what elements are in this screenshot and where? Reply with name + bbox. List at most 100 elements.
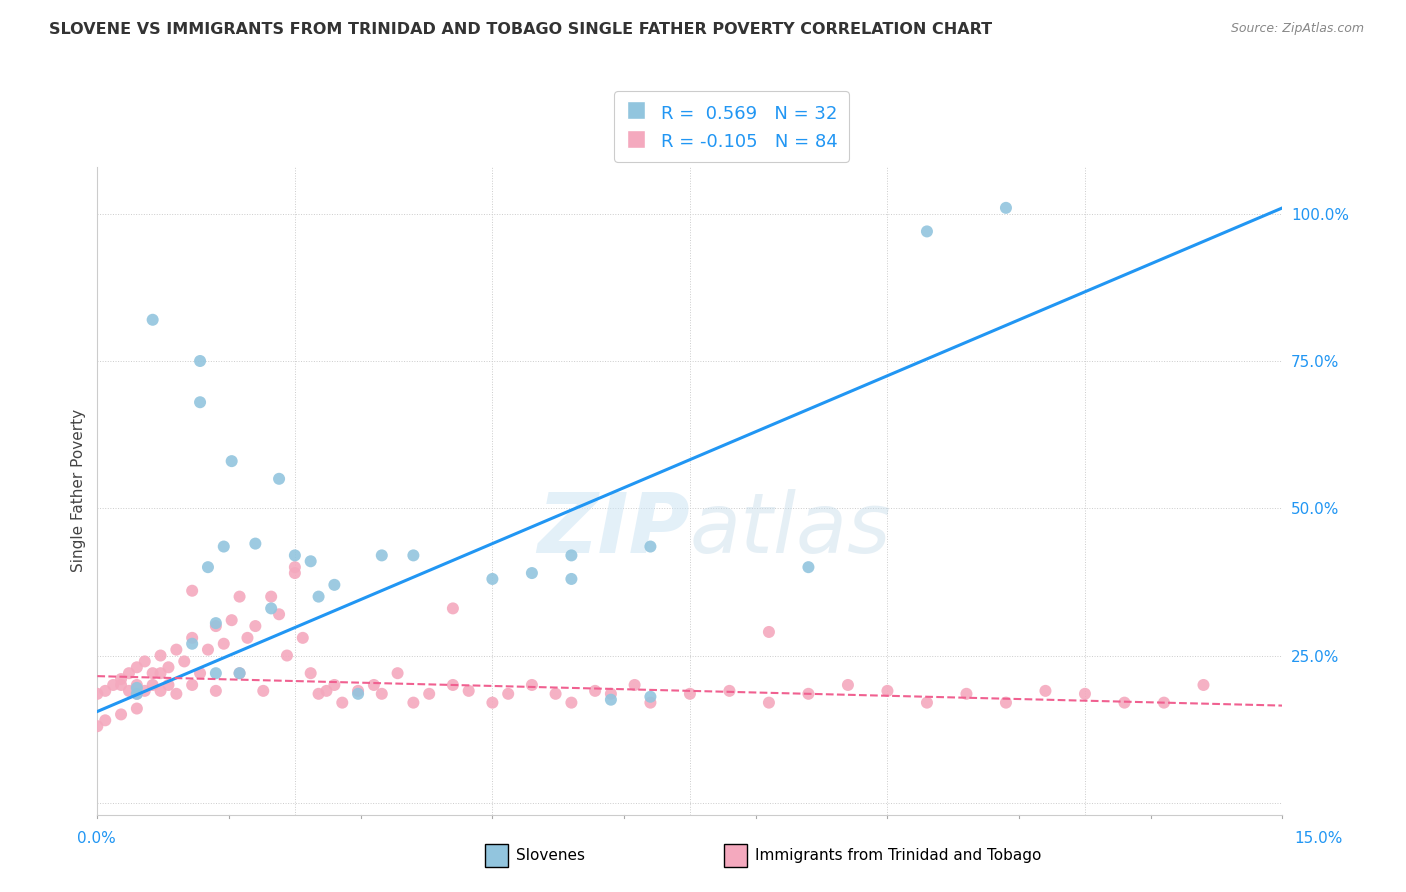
Point xyxy=(188,395,211,409)
Point xyxy=(441,601,464,615)
Point xyxy=(1074,687,1097,701)
Point xyxy=(110,672,132,686)
Point xyxy=(284,560,307,574)
Point xyxy=(371,687,394,701)
Point xyxy=(181,631,204,645)
Point xyxy=(402,549,425,563)
Point xyxy=(149,648,172,663)
Point xyxy=(173,654,195,668)
Point xyxy=(544,687,567,701)
Point xyxy=(125,681,148,695)
Point xyxy=(197,642,219,657)
Point xyxy=(125,701,148,715)
Point xyxy=(600,692,623,706)
Point xyxy=(181,678,204,692)
Point xyxy=(260,601,283,615)
Point xyxy=(134,684,156,698)
Point xyxy=(245,619,267,633)
Point xyxy=(955,687,977,701)
Point xyxy=(110,678,132,692)
Point xyxy=(496,687,519,701)
Point xyxy=(308,590,330,604)
Point xyxy=(165,687,187,701)
Point xyxy=(149,666,172,681)
Point xyxy=(994,696,1017,710)
Point xyxy=(188,354,211,368)
Point xyxy=(315,684,337,698)
Point xyxy=(1153,696,1175,710)
Point xyxy=(86,719,108,733)
Point xyxy=(276,648,298,663)
Point xyxy=(623,678,645,692)
Point xyxy=(142,678,165,692)
Point xyxy=(205,666,228,681)
Text: ZIP: ZIP xyxy=(537,489,690,570)
Point xyxy=(308,687,330,701)
Point xyxy=(758,696,780,710)
Point xyxy=(299,554,322,568)
Point xyxy=(797,687,820,701)
Text: 0.0%: 0.0% xyxy=(77,831,117,847)
Point xyxy=(387,666,409,681)
Point xyxy=(323,578,346,592)
Text: SLOVENE VS IMMIGRANTS FROM TRINIDAD AND TOBAGO SINGLE FATHER POVERTY CORRELATION: SLOVENE VS IMMIGRANTS FROM TRINIDAD AND … xyxy=(49,22,993,37)
Point xyxy=(347,687,370,701)
Text: Immigrants from Trinidad and Tobago: Immigrants from Trinidad and Tobago xyxy=(755,848,1042,863)
Point xyxy=(481,696,503,710)
Text: atlas: atlas xyxy=(690,489,891,570)
Point xyxy=(86,687,108,701)
Point xyxy=(94,684,117,698)
Point xyxy=(718,684,741,698)
Point xyxy=(418,687,440,701)
Point xyxy=(260,590,283,604)
Point xyxy=(245,536,267,550)
Point xyxy=(291,631,314,645)
Point xyxy=(600,687,623,701)
Point xyxy=(1192,678,1215,692)
Point xyxy=(221,454,243,468)
Point xyxy=(915,224,938,238)
Point xyxy=(252,684,274,698)
Point xyxy=(441,678,464,692)
Point xyxy=(157,678,180,692)
Point xyxy=(157,660,180,674)
Point xyxy=(583,684,606,698)
Point xyxy=(520,678,543,692)
Point xyxy=(125,687,148,701)
Point xyxy=(181,583,204,598)
Point xyxy=(205,616,228,631)
Point xyxy=(1114,696,1136,710)
Point xyxy=(640,696,662,710)
Text: Source: ZipAtlas.com: Source: ZipAtlas.com xyxy=(1230,22,1364,36)
Point xyxy=(284,566,307,580)
Point xyxy=(915,696,938,710)
Point xyxy=(181,637,204,651)
Point xyxy=(110,707,132,722)
Point xyxy=(118,684,141,698)
Point xyxy=(142,666,165,681)
Legend: R =  0.569   N = 32, R = -0.105   N = 84: R = 0.569 N = 32, R = -0.105 N = 84 xyxy=(614,91,849,162)
Point xyxy=(197,560,219,574)
Point xyxy=(457,684,479,698)
Point xyxy=(560,572,582,586)
Point xyxy=(560,696,582,710)
Point xyxy=(371,549,394,563)
Point xyxy=(402,696,425,710)
Point xyxy=(228,666,250,681)
Point xyxy=(267,607,290,622)
Point xyxy=(481,572,503,586)
Point xyxy=(994,201,1017,215)
Point xyxy=(347,684,370,698)
Text: Slovenes: Slovenes xyxy=(516,848,585,863)
Point xyxy=(679,687,702,701)
Point xyxy=(142,312,165,326)
Point xyxy=(101,678,124,692)
Point xyxy=(228,666,250,681)
Point xyxy=(205,684,228,698)
Point xyxy=(640,540,662,554)
Point xyxy=(797,560,820,574)
Point xyxy=(330,696,353,710)
Point xyxy=(758,624,780,639)
Point xyxy=(165,642,187,657)
Point xyxy=(94,714,117,728)
